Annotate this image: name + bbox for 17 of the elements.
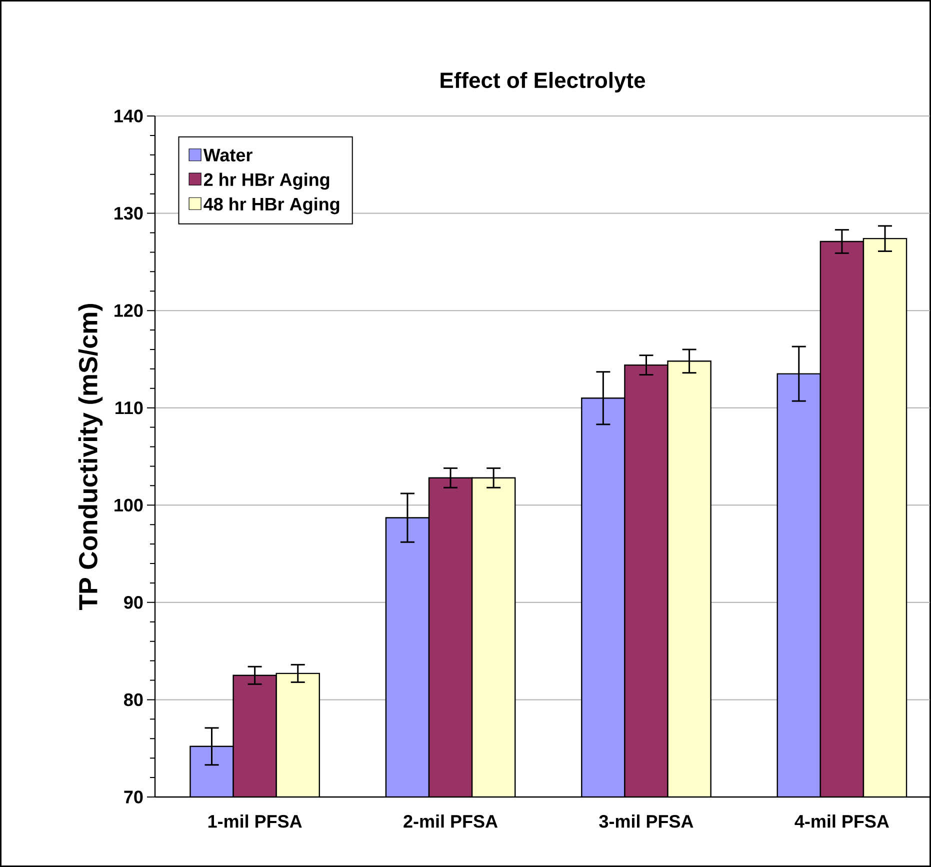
y-tick-label: 120 bbox=[114, 304, 143, 317]
legend-label: 48 hr HBr Aging bbox=[204, 197, 340, 214]
y-tick-label: 80 bbox=[124, 693, 143, 706]
y-tick-label: 140 bbox=[114, 110, 143, 122]
x-tick-label: 2-mil PFSA bbox=[404, 814, 498, 828]
legend-label: Water bbox=[203, 148, 252, 162]
x-tick-label: 4-mil PFSA bbox=[794, 814, 889, 828]
x-tick-label: 3-mil PFSA bbox=[599, 814, 694, 828]
x-tick-label: 1-mil PFSA bbox=[208, 814, 302, 828]
y-tick-label: 130 bbox=[114, 206, 143, 220]
y-tick-label: 70 bbox=[124, 790, 143, 804]
legend-label: 2 hr HBr Aging bbox=[204, 172, 330, 190]
y-axis-title: TP Conductivity (mS/cm) bbox=[78, 304, 103, 610]
y-tick-label: 110 bbox=[116, 401, 143, 414]
y-tick-label: 100 bbox=[114, 498, 143, 512]
chart-title: Effect of Electrolyte bbox=[440, 72, 646, 92]
y-tick-label: 90 bbox=[124, 596, 143, 609]
